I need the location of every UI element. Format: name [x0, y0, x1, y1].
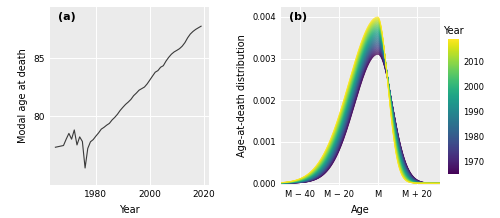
- Text: (b): (b): [289, 12, 307, 22]
- X-axis label: Age: Age: [351, 205, 370, 215]
- Text: (a): (a): [58, 12, 76, 22]
- Y-axis label: Age-at-death distribution: Age-at-death distribution: [236, 34, 246, 157]
- Title: Year: Year: [442, 26, 464, 36]
- X-axis label: Year: Year: [120, 205, 140, 215]
- Y-axis label: Modal age at death: Modal age at death: [18, 48, 28, 143]
